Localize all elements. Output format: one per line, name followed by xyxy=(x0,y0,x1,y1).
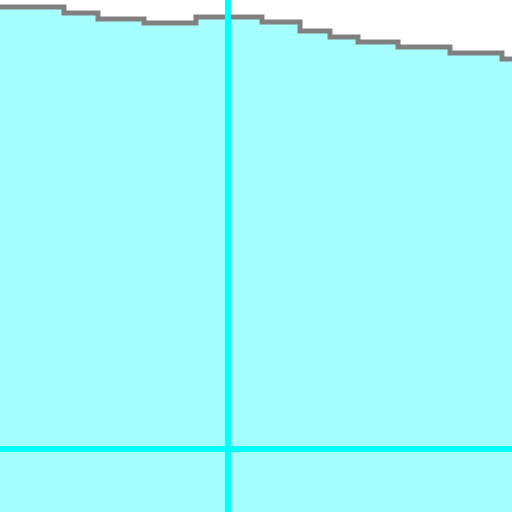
filled-region xyxy=(0,7,512,512)
region-edge-line xyxy=(0,4,512,62)
vertical-guide-line[interactable] xyxy=(225,0,231,512)
horizontal-guide-line[interactable] xyxy=(0,446,512,452)
